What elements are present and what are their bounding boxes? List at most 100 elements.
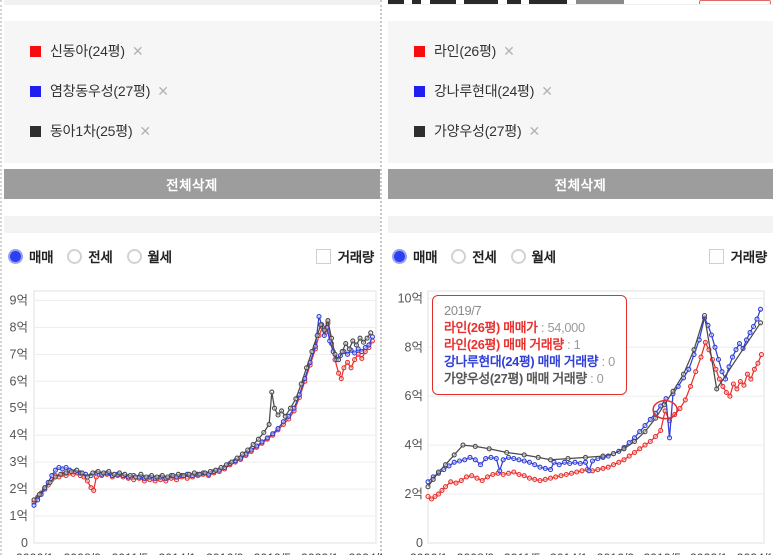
- svg-text:7억: 7억: [10, 347, 28, 361]
- svg-text:2022/1: 2022/1: [690, 551, 728, 555]
- series-color-swatch: [414, 125, 425, 137]
- delete-all-button[interactable]: 전체삭제: [388, 169, 773, 199]
- tooltip-row-value: 54,000: [538, 320, 585, 335]
- remove-chip-icon[interactable]: ✕: [157, 83, 169, 99]
- svg-text:5억: 5억: [10, 401, 28, 415]
- radio-sale[interactable]: 매매: [8, 246, 54, 266]
- tooltip-row-label: 라인(26평) 매매가: [444, 320, 538, 335]
- tooltip-row-value: 1: [564, 337, 581, 352]
- radio-circle-icon: [8, 248, 23, 264]
- apartment-chip: 강나루현대(24평) ✕: [388, 71, 773, 111]
- series-color-swatch: [414, 85, 425, 97]
- price-chart-left[interactable]: 9억 8억 7억 6억 5억 4억 3억 2억 1억 02006/1 2008/9 2011/5 201…: [4, 277, 382, 555]
- svg-text:1억: 1억: [10, 509, 28, 523]
- tooltip-row-label: 가양우성(27평) 매매 거래량: [444, 371, 587, 386]
- clipped-text-fragment: [575, 0, 624, 4]
- volume-label: 거래량: [337, 250, 375, 265]
- remove-chip-icon[interactable]: ✕: [131, 43, 144, 59]
- apartment-chip: 신동아(24평) ✕: [4, 31, 380, 71]
- tooltip-row-label: 강나루현대(24평) 매매 거래량: [444, 354, 599, 369]
- remove-chip-icon[interactable]: ✕: [503, 43, 515, 59]
- panel-left: 신동아(24평) ✕ 염창동우성(27평) ✕ 동아1차(25평) ✕ 전체삭제…: [0, 0, 382, 555]
- radio-sale[interactable]: 매매: [392, 246, 438, 266]
- svg-text:2022/1: 2022/1: [301, 551, 339, 555]
- clipped-red-button-fragment: [699, 0, 771, 4]
- radio-monthly[interactable]: 월세: [510, 246, 556, 266]
- clipped-text-fragment: [506, 0, 521, 4]
- apartment-chip-label: 염창동우성(27평): [50, 83, 151, 99]
- clipped-text-fragment: [429, 0, 456, 4]
- clipped-text-fragment: [529, 0, 568, 4]
- radio-label: 매매: [29, 250, 54, 265]
- svg-text:2019/5: 2019/5: [254, 551, 292, 555]
- radio-monthly[interactable]: 월세: [126, 246, 173, 266]
- clipped-header-left: [4, 0, 380, 5]
- apartment-chip: 라인(26평) ✕: [388, 31, 773, 71]
- clipped-text-fragment: [388, 0, 404, 4]
- svg-text:3억: 3억: [10, 455, 28, 469]
- svg-text:2024/9: 2024/9: [737, 551, 771, 555]
- tooltip-row-label: 라인(26평) 매매 거래량: [444, 337, 564, 352]
- clipped-text-fragment: [412, 0, 422, 4]
- delete-all-button[interactable]: 전체삭제: [4, 169, 380, 199]
- clipped-text-fragment: [464, 0, 499, 4]
- section-divider-band: [4, 216, 380, 233]
- apartment-chip-label: 가양우성(27평): [434, 123, 522, 139]
- clipped-header-right: [388, 0, 773, 5]
- apartment-chip: 염창동우성(27평) ✕: [4, 71, 380, 111]
- svg-text:8억: 8억: [10, 320, 28, 334]
- remove-chip-icon[interactable]: ✕: [528, 123, 541, 139]
- apartment-chip-label: 강나루현대(24평): [434, 83, 535, 99]
- volume-label: 거래량: [730, 250, 768, 265]
- svg-text:9억: 9억: [10, 293, 28, 307]
- svg-text:2008/9: 2008/9: [457, 551, 495, 555]
- remove-chip-icon[interactable]: ✕: [541, 83, 553, 99]
- chart-tooltip: 2019/7 라인(26평) 매매가54,000 라인(26평) 매매 거래량1…: [432, 295, 627, 395]
- svg-text:2006/1: 2006/1: [410, 551, 448, 555]
- svg-text:2016/9: 2016/9: [597, 551, 635, 555]
- radio-circle-icon: [451, 248, 467, 264]
- tooltip-row: 강나루현대(24평) 매매 거래량0: [444, 353, 615, 370]
- radio-circle-icon: [392, 248, 407, 264]
- apartment-chip-label: 동아1차(25평): [50, 123, 133, 139]
- apartment-chip-list-right: 라인(26평) ✕ 강나루현대(24평) ✕ 가양우성(27평) ✕: [388, 21, 773, 163]
- section-divider-band: [388, 216, 773, 233]
- svg-text:2006/1: 2006/1: [16, 551, 54, 555]
- apartment-chip-list-left: 신동아(24평) ✕ 염창동우성(27평) ✕ 동아1차(25평) ✕: [4, 21, 380, 163]
- series-color-swatch: [30, 125, 41, 137]
- svg-text:0: 0: [21, 536, 28, 550]
- radio-circle-icon: [510, 248, 526, 264]
- svg-text:8억: 8억: [405, 340, 423, 354]
- checkbox-icon: [708, 248, 724, 264]
- panel-right: 라인(26평) ✕ 강나루현대(24평) ✕ 가양우성(27평) ✕ 전체삭제 …: [388, 0, 773, 555]
- chart-area-left: 9억 8억 7억 6억 5억 4억 3억 2억 1억 02006/1 2008/9 2011/5 201…: [4, 277, 382, 555]
- svg-text:2011/5: 2011/5: [111, 551, 148, 555]
- volume-checkbox-right[interactable]: 거래량: [708, 246, 768, 266]
- svg-text:6억: 6억: [405, 389, 423, 403]
- series-color-swatch: [414, 45, 425, 57]
- radio-jeonse[interactable]: 전세: [67, 246, 113, 266]
- radio-label: 전세: [88, 250, 113, 265]
- remove-chip-icon[interactable]: ✕: [139, 123, 152, 139]
- radio-label: 월세: [147, 250, 173, 265]
- radio-jeonse[interactable]: 전세: [451, 246, 497, 266]
- svg-text:2024/9: 2024/9: [348, 551, 382, 555]
- svg-text:0: 0: [416, 536, 423, 550]
- radio-circle-icon: [126, 248, 142, 264]
- svg-text:2016/9: 2016/9: [206, 551, 244, 555]
- volume-checkbox-left[interactable]: 거래량: [315, 246, 375, 266]
- apartment-chip: 가양우성(27평) ✕: [388, 111, 773, 151]
- radio-label: 매매: [413, 250, 438, 265]
- svg-text:10억: 10억: [398, 291, 423, 305]
- apartment-chip-label: 신동아(24평): [50, 43, 125, 59]
- series-color-swatch: [30, 85, 41, 97]
- apartment-chip-label: 라인(26평): [434, 43, 497, 59]
- svg-text:6억: 6억: [10, 374, 28, 388]
- svg-text:2011/5: 2011/5: [504, 551, 541, 555]
- svg-text:4억: 4억: [405, 438, 423, 452]
- svg-text:4억: 4억: [10, 428, 28, 442]
- svg-text:2억: 2억: [10, 482, 28, 496]
- series-color-swatch: [30, 45, 41, 57]
